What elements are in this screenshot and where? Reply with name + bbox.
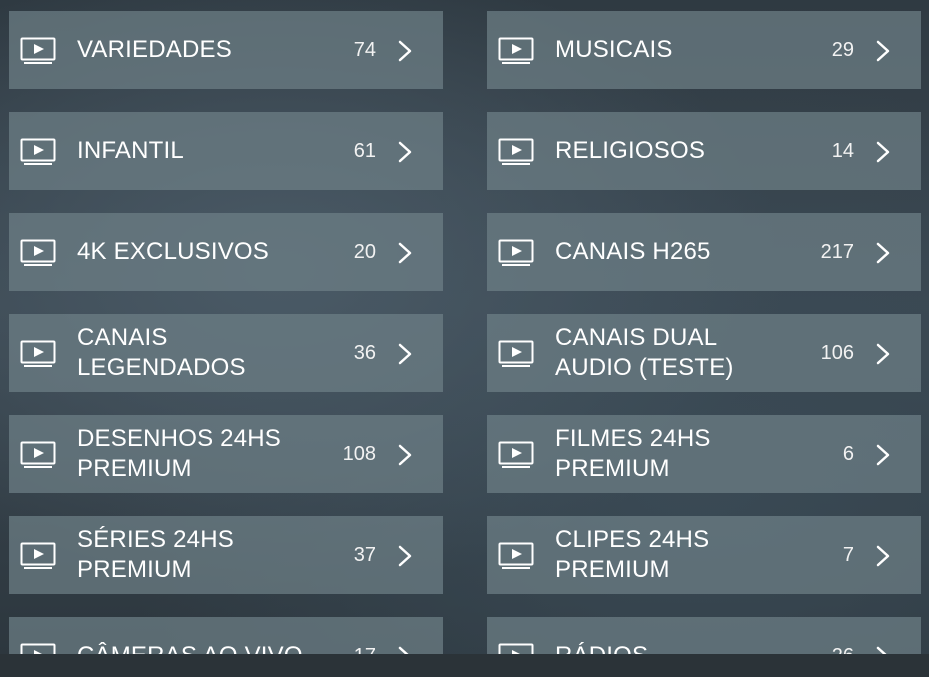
tv-play-icon: [20, 441, 56, 468]
category-grid[interactable]: VARIEDADES 74 MUSICAIS 29 INFANTIL 61 RE…: [0, 0, 929, 654]
category-label: CANAIS H265: [555, 238, 711, 265]
chevron-right-icon: [876, 545, 890, 567]
category-tile-desenhos-24hs[interactable]: DESENHOS 24HS PREMIUM 108: [9, 415, 443, 493]
category-label: INFANTIL: [77, 137, 184, 164]
category-tile-musicais[interactable]: MUSICAIS 29: [487, 11, 921, 89]
tv-play-icon: [20, 239, 56, 266]
chevron-right-icon: [876, 242, 890, 264]
category-count: 36: [353, 341, 376, 364]
category-label: MUSICAIS: [555, 36, 673, 63]
category-count: 108: [342, 442, 376, 465]
category-label: CANAIS DUAL AUDIO (TESTE): [555, 324, 734, 381]
tv-play-icon: [498, 340, 534, 367]
category-count: 26: [832, 617, 854, 655]
chevron-right-icon: [398, 242, 412, 264]
category-tile-filmes-24hs[interactable]: FILMES 24HS PREMIUM 6: [487, 415, 921, 493]
tv-play-icon: [498, 643, 534, 654]
category-count: 106: [820, 341, 854, 364]
tv-play-icon: [498, 542, 534, 569]
category-label: FILMES 24HS PREMIUM: [555, 425, 711, 482]
tv-play-icon: [498, 239, 534, 266]
category-tile-clipes-24hs[interactable]: CLIPES 24HS PREMIUM 7: [487, 516, 921, 594]
category-tile-canais-dual-audio[interactable]: CANAIS DUAL AUDIO (TESTE) 106: [487, 314, 921, 392]
tv-play-icon: [498, 138, 534, 165]
tv-play-icon: [20, 138, 56, 165]
chevron-right-icon: [398, 343, 412, 365]
category-count: 61: [353, 139, 376, 162]
category-count: 29: [831, 38, 854, 61]
category-count: 20: [353, 240, 376, 263]
chevron-right-icon: [398, 444, 412, 466]
category-tile-4k-exclusivos[interactable]: 4K EXCLUSIVOS 20: [9, 213, 443, 291]
category-count: 7: [842, 543, 854, 566]
tv-play-icon: [20, 542, 56, 569]
chevron-right-icon: [876, 343, 890, 365]
category-tile-canais-h265[interactable]: CANAIS H265 217: [487, 213, 921, 291]
category-label: 4K EXCLUSIVOS: [77, 238, 270, 265]
chevron-right-icon: [876, 646, 887, 654]
bottom-bar: [0, 654, 929, 677]
chevron-right-icon: [398, 141, 412, 163]
category-label: RELIGIOSOS: [555, 137, 706, 164]
category-count: 14: [831, 139, 854, 162]
category-tile-canais-legendados[interactable]: CANAIS LEGENDADOS 36: [9, 314, 443, 392]
category-count: 217: [820, 240, 854, 263]
category-tile-religiosos[interactable]: RELIGIOSOS 14: [487, 112, 921, 190]
chevron-right-icon: [398, 545, 412, 567]
chevron-right-icon: [876, 141, 890, 163]
category-label: CÂMERAS AO VIVO: [77, 617, 317, 654]
category-count: 6: [842, 442, 854, 465]
category-tile-radios[interactable]: RÁDIOS 26: [487, 617, 921, 654]
category-count: 37: [353, 543, 376, 566]
category-tile-infantil[interactable]: INFANTIL 61: [9, 112, 443, 190]
chevron-right-icon: [876, 444, 890, 466]
tv-play-icon: [20, 37, 56, 64]
category-label: CLIPES 24HS PREMIUM: [555, 526, 710, 583]
tv-play-icon: [20, 340, 56, 367]
category-label: CANAIS LEGENDADOS: [77, 324, 246, 381]
tv-play-icon: [20, 643, 56, 654]
category-label: SÉRIES 24HS PREMIUM: [77, 526, 234, 583]
tv-play-icon: [498, 441, 534, 468]
chevron-right-icon: [398, 40, 412, 62]
category-tile-series-24hs[interactable]: SÉRIES 24HS PREMIUM 37: [9, 516, 443, 594]
category-tile-cameras-ao-vivo[interactable]: CÂMERAS AO VIVO 17: [9, 617, 443, 654]
category-label: VARIEDADES: [77, 36, 232, 63]
category-count: 74: [353, 38, 376, 61]
chevron-right-icon: [398, 646, 409, 654]
tv-play-icon: [498, 37, 534, 64]
category-label: DESENHOS 24HS PREMIUM: [77, 425, 281, 482]
category-label: RÁDIOS: [555, 617, 775, 654]
category-count: 17: [354, 617, 376, 655]
chevron-right-icon: [876, 40, 890, 62]
category-tile-variedades[interactable]: VARIEDADES 74: [9, 11, 443, 89]
